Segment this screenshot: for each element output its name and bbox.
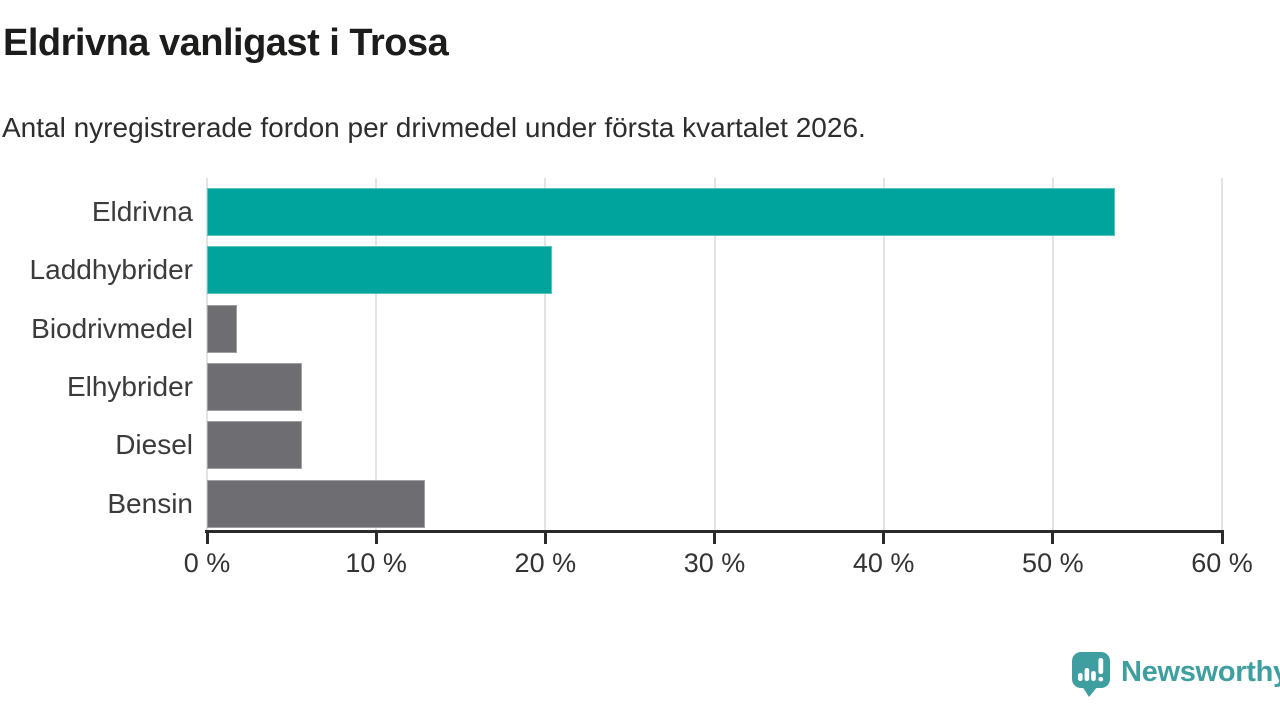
chart-title: Eldrivna vanligast i Trosa <box>3 22 449 64</box>
gridline <box>882 178 885 531</box>
newsworthy-bubble-chart-icon <box>1071 650 1112 703</box>
bar-laddhybrider <box>207 246 553 295</box>
gridline <box>1051 178 1054 531</box>
bar-bensin <box>207 479 426 528</box>
x-axis-tick <box>713 530 716 544</box>
x-axis-tick <box>543 530 547 544</box>
gridline <box>713 178 716 531</box>
x-axis-tick <box>374 530 378 544</box>
bar-eldrivna <box>207 188 1116 236</box>
category-label: Eldrivna <box>91 196 193 227</box>
category-label: Bensin <box>107 487 193 519</box>
x-axis-tick <box>205 530 209 544</box>
gridline <box>544 178 547 531</box>
bar-diesel <box>207 421 302 470</box>
x-axis-tick-label: 50 % <box>1022 548 1084 578</box>
gridline <box>206 178 208 531</box>
x-axis-tick-label: 0 % <box>183 548 231 578</box>
category-label: Diesel <box>115 429 193 461</box>
chart-subtitle: Antal nyregistrerade fordon per drivmede… <box>2 112 866 143</box>
bar-biodrivmedel <box>207 304 238 353</box>
x-axis-tick-label: 30 % <box>683 548 746 578</box>
x-axis-tick-label: 20 % <box>514 548 577 578</box>
x-axis-tick-label: 10 % <box>345 548 407 578</box>
x-axis-tick-label: 40 % <box>852 548 915 578</box>
bar-elhybrider <box>207 362 302 411</box>
gridline <box>375 178 378 531</box>
gridline <box>1221 178 1223 531</box>
x-axis-tick-label: 60 % <box>1191 548 1253 578</box>
x-axis-tick <box>1051 530 1055 544</box>
newsworthy-wordmark: Newsworthy <box>1121 655 1280 688</box>
category-label: Biodrivmedel <box>31 312 193 344</box>
newsworthy-logo: Newsworthy <box>1071 650 1280 703</box>
category-label: Elhybrider <box>66 370 193 402</box>
x-axis-tick <box>882 530 886 544</box>
category-label: Laddhybrider <box>29 254 193 286</box>
x-axis-tick <box>1220 530 1224 544</box>
bar-chart-plot-area <box>206 178 1223 531</box>
